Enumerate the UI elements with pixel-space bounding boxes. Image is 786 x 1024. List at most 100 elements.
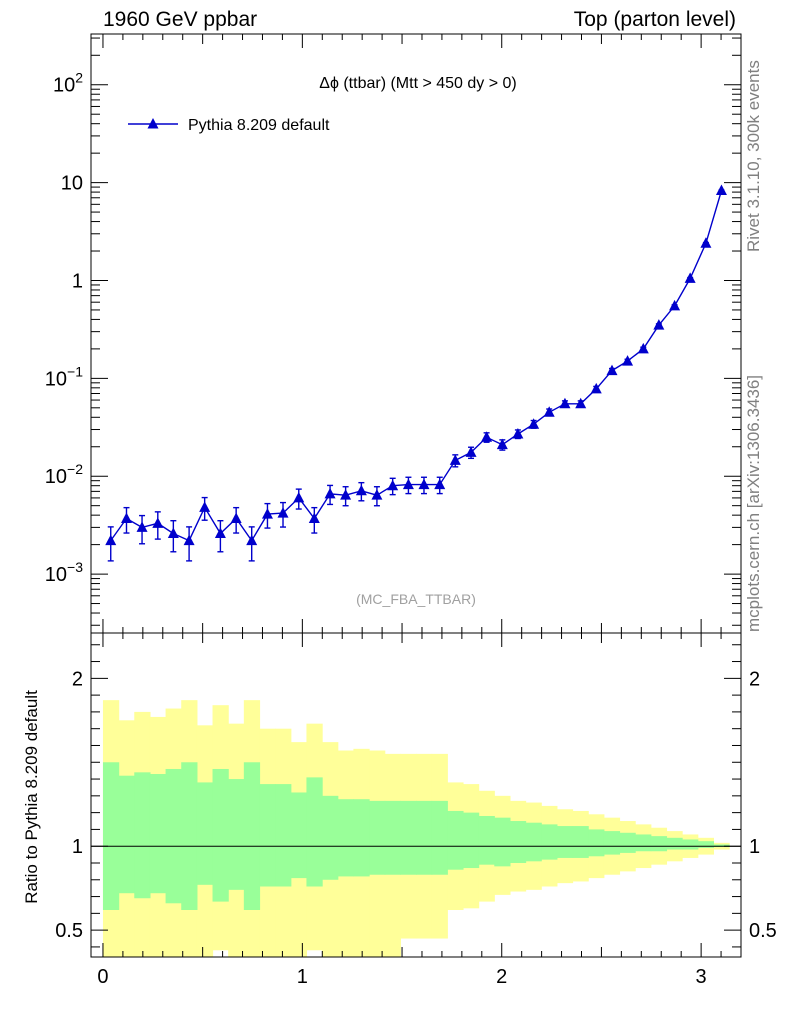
data-point <box>496 438 508 450</box>
y-tick-label: 10−2 <box>45 461 83 488</box>
band-bin <box>635 834 652 852</box>
legend-label: Pythia 8.209 default <box>188 117 330 134</box>
header-right: Top (parton level) <box>573 8 736 31</box>
data-point <box>528 418 540 429</box>
data-point <box>183 534 195 546</box>
data-point <box>214 527 226 538</box>
header-left: 1960 GeV ppbar <box>103 8 258 31</box>
band-bin <box>666 837 683 850</box>
data-point <box>434 478 446 490</box>
data-point <box>308 512 320 523</box>
data-point <box>543 406 555 417</box>
ratio-frame <box>90 632 742 958</box>
band-bin <box>369 800 386 875</box>
band-bin <box>509 821 527 863</box>
analysis-watermark: (MC_FBA_TTBAR) <box>356 591 476 607</box>
data-point <box>120 512 132 523</box>
band-bin <box>196 782 214 885</box>
band-bin <box>682 839 699 850</box>
band-bin <box>290 792 308 879</box>
data-point <box>371 489 383 500</box>
ratio-band-stat <box>102 762 730 910</box>
band-bin <box>102 762 120 910</box>
data-point <box>105 534 117 546</box>
data-point <box>700 237 712 248</box>
x-tick-label: 1 <box>297 966 308 988</box>
data-point <box>152 517 164 528</box>
band-bin <box>478 815 495 865</box>
ratio-y-tick-label-right: 2 <box>749 668 760 690</box>
band-bin <box>525 822 542 862</box>
legend-marker <box>147 118 159 129</box>
data-point <box>715 184 727 196</box>
data-point <box>167 527 179 538</box>
band-bin <box>447 810 464 870</box>
main-panel: 10−3 10−2 10−1 1 10 102 Pythia 8.209 default Δϕ… <box>45 33 742 634</box>
data-point <box>230 512 242 523</box>
series-line <box>110 190 723 542</box>
band-bin <box>556 826 574 858</box>
data-point <box>481 431 493 442</box>
data-point <box>277 507 289 518</box>
band-bin <box>243 762 261 910</box>
data-point <box>418 478 430 490</box>
data-point <box>684 272 696 283</box>
band-bin <box>353 799 370 877</box>
band-bin <box>322 795 339 880</box>
data-point <box>293 491 305 503</box>
mcplots-label: mcplots.cern.ch [arXiv:1306.3436] <box>744 374 763 632</box>
band-bin <box>384 800 401 875</box>
band-bin <box>228 779 245 890</box>
band-bin <box>541 824 558 860</box>
data-point <box>136 521 148 532</box>
y-tick-label: 10−3 <box>45 559 83 586</box>
ratio-y-tick-label-right: 0.5 <box>749 920 777 942</box>
data-point <box>246 534 258 546</box>
ratio-y-tick-label: 0.5 <box>55 920 83 942</box>
data-point <box>637 342 649 354</box>
band-bin <box>400 800 417 875</box>
y-tick-label: 10 <box>61 173 83 195</box>
chart-title: Δϕ (ttbar) (Mtt > 450 dy > 0) <box>319 75 517 92</box>
y-tick-label: 10−1 <box>45 363 83 390</box>
x-tick-label: 3 <box>696 966 707 988</box>
ratio-y-tick-label-right: 1 <box>749 836 760 858</box>
band-bin <box>165 768 182 904</box>
band-bin <box>275 784 292 887</box>
data-point <box>512 427 524 439</box>
band-bin <box>181 762 198 910</box>
x-tick-label: 2 <box>496 966 507 988</box>
band-bin <box>212 768 229 902</box>
band-bin <box>619 832 636 853</box>
band-bin <box>588 829 605 857</box>
band-bin <box>431 800 448 875</box>
data-point <box>340 489 352 500</box>
data-point <box>590 382 602 394</box>
data-point <box>653 319 665 330</box>
data-point <box>622 355 634 366</box>
ratio-y-axis-label: Ratio to Pythia 8.209 default <box>22 690 41 904</box>
data-point <box>669 299 681 311</box>
data-point <box>324 487 336 499</box>
data-point <box>449 454 461 465</box>
y-tick-label: 1 <box>72 270 83 292</box>
band-bin <box>462 812 480 869</box>
band-bin <box>697 841 714 848</box>
y-tick-label: 102 <box>53 70 83 97</box>
data-point <box>355 484 367 496</box>
ratio-y-tick-label: 2 <box>72 668 83 690</box>
band-bin <box>134 772 151 899</box>
band-bin <box>494 817 511 867</box>
ratio-panel: 0 1 2 3 0.5 0.5 1 1 2 2 Ratio to Pythia 8.209 defa… <box>22 632 777 988</box>
band-bin <box>572 826 589 858</box>
data-point <box>606 364 618 376</box>
rivet-label: Rivet 3.1.10, 300k events <box>744 60 763 252</box>
x-tick-label: 0 <box>97 966 108 988</box>
band-bin <box>650 836 668 852</box>
band-bin <box>306 777 323 887</box>
data-point <box>199 501 211 512</box>
band-bin <box>337 799 354 877</box>
band-bin <box>603 831 621 855</box>
band-bin <box>259 784 276 887</box>
